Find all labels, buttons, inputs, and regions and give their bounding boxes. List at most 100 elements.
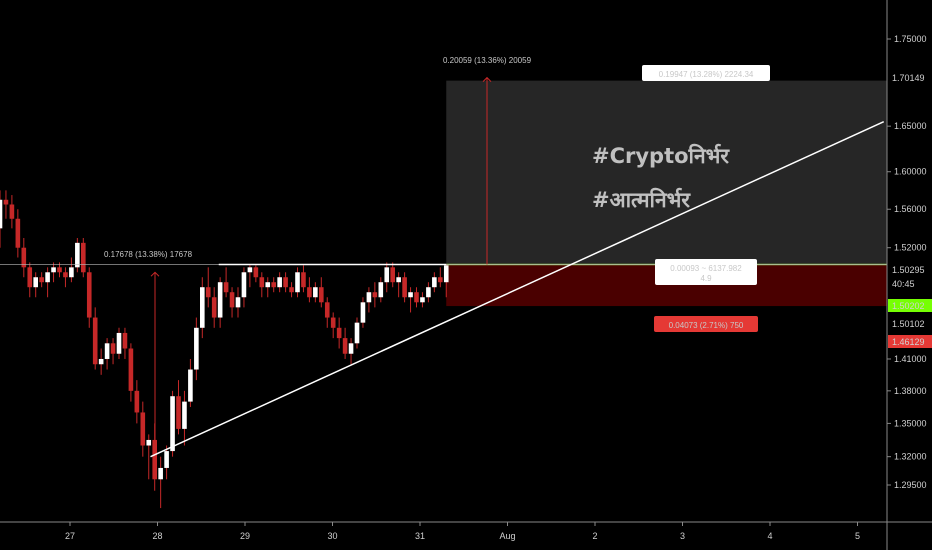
candle-body	[188, 369, 193, 402]
candle	[324, 297, 330, 328]
candle	[301, 265, 306, 293]
candle	[295, 267, 300, 298]
candle-body	[3, 199, 9, 205]
candle	[366, 287, 372, 313]
candle	[104, 338, 110, 370]
candle	[140, 401, 146, 457]
price-tick-label: 1.41000	[894, 354, 927, 364]
candles	[0, 190, 449, 509]
candle	[128, 343, 134, 402]
candle	[205, 267, 211, 308]
candle	[378, 277, 384, 303]
candle	[9, 195, 15, 229]
candle-body	[63, 272, 68, 278]
candle-body	[432, 277, 437, 288]
candle-body	[259, 277, 265, 288]
candle-body	[164, 451, 169, 468]
candle-body	[104, 343, 110, 359]
time-tick-label: Aug	[499, 531, 515, 541]
price-label-text: 1.46129	[892, 337, 925, 347]
candle	[241, 267, 247, 308]
price-label-bg	[888, 299, 932, 312]
candle-body	[51, 267, 56, 273]
candle	[426, 282, 431, 303]
price-label-bg	[888, 263, 932, 276]
candle	[384, 262, 390, 293]
candle	[45, 267, 50, 298]
measure-arrow-top-head	[482, 76, 492, 82]
price-tick-label: 1.35000	[894, 418, 927, 428]
candle-body	[253, 267, 259, 278]
candle-body	[408, 292, 413, 298]
candle-body	[116, 332, 122, 354]
candle-body	[307, 287, 312, 298]
candle-body	[426, 287, 431, 298]
annotations: 0.17678 (13.38%) 17678 0.20059 (13.36%) 2…	[104, 56, 770, 332]
candle	[229, 287, 235, 318]
candle-body	[134, 390, 140, 413]
candle-body	[170, 396, 175, 452]
candle-body	[342, 338, 348, 354]
price-label-text: 1.50202	[892, 301, 925, 311]
price-tick-label: 1.38000	[894, 386, 927, 396]
candle	[92, 307, 98, 370]
candle-body	[301, 272, 306, 288]
candle-body	[15, 218, 21, 248]
watermark-atmanirbhar: #आत्मनिर्भर	[592, 187, 691, 212]
price-label-bg	[888, 317, 932, 330]
candle-body	[271, 282, 276, 288]
candle	[194, 317, 199, 381]
candle	[420, 292, 425, 308]
time-tick-label: 30	[327, 531, 337, 541]
candle-body	[241, 272, 247, 298]
candle-body	[438, 277, 443, 283]
candle-body	[324, 302, 330, 318]
price-tick-label: 1.29500	[894, 480, 927, 490]
time-tick-label: 2	[592, 531, 597, 541]
candle	[277, 272, 282, 293]
price-tick-label: 1.75000	[894, 34, 927, 44]
ratio-label-text: 4.9	[700, 274, 712, 283]
candle	[265, 277, 271, 298]
candle-body	[86, 272, 92, 318]
candle	[110, 338, 116, 365]
candle-body	[152, 439, 157, 480]
candle	[57, 262, 62, 278]
candle	[253, 265, 259, 283]
candle	[51, 262, 56, 283]
candle-body	[330, 317, 336, 328]
candle	[313, 282, 318, 303]
trend-line[interactable]	[150, 120, 885, 458]
candle	[182, 390, 187, 446]
candle	[200, 277, 205, 339]
candle	[396, 272, 401, 298]
candle-body	[39, 277, 44, 283]
candle	[348, 338, 354, 365]
candle	[408, 287, 413, 313]
candle-body	[92, 317, 98, 365]
time-tick-label: 27	[65, 531, 75, 541]
candle-body	[277, 277, 282, 288]
candle-body	[110, 343, 116, 354]
price-label-text: 1.70149	[892, 73, 925, 83]
price-label-text: 1.50295	[892, 265, 925, 275]
candle-body	[313, 287, 318, 298]
time-tick-label: 5	[855, 531, 860, 541]
candle-body	[217, 282, 223, 318]
candle	[27, 262, 33, 298]
candle-body	[33, 277, 38, 288]
candle-body	[414, 292, 419, 303]
candle	[271, 277, 276, 293]
candle	[259, 272, 265, 298]
candle	[414, 287, 419, 308]
candle-body	[229, 292, 235, 308]
candle	[432, 272, 437, 293]
candle-body	[378, 282, 384, 298]
price-label-text: 40:45	[892, 279, 915, 289]
measure-arrow-left-head	[150, 271, 160, 277]
measure-label-top: 0.20059 (13.36%) 20059	[443, 56, 532, 65]
candle-body	[235, 297, 241, 308]
candle	[15, 209, 21, 258]
candle-body	[9, 204, 15, 219]
